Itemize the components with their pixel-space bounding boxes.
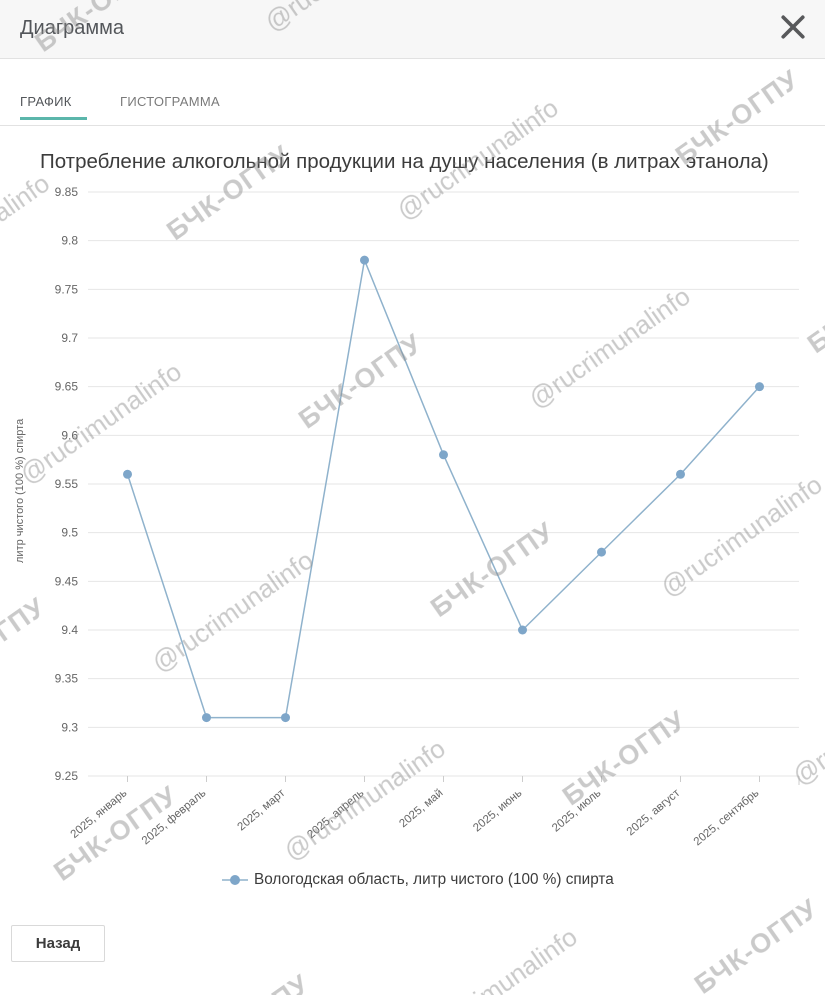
svg-text:9.85: 9.85 xyxy=(55,185,79,199)
svg-text:2025, февраль: 2025, февраль xyxy=(140,787,209,847)
svg-text:2025, январь: 2025, январь xyxy=(69,787,130,841)
svg-text:9.35: 9.35 xyxy=(55,672,79,686)
svg-text:9.65: 9.65 xyxy=(55,380,79,394)
svg-text:2025, май: 2025, май xyxy=(397,787,445,830)
svg-text:9.45: 9.45 xyxy=(55,574,79,588)
svg-text:9.6: 9.6 xyxy=(61,428,78,442)
svg-text:9.7: 9.7 xyxy=(61,331,78,345)
svg-text:9.75: 9.75 xyxy=(55,282,79,296)
svg-text:2025, март: 2025, март xyxy=(236,787,288,834)
svg-text:9.3: 9.3 xyxy=(61,720,78,734)
svg-text:9.55: 9.55 xyxy=(55,477,79,491)
svg-text:2025, июнь: 2025, июнь xyxy=(471,787,524,834)
svg-text:2025, сентябрь: 2025, сентябрь xyxy=(692,787,762,848)
svg-text:9.25: 9.25 xyxy=(55,769,79,783)
svg-text:2025, апрель: 2025, апрель xyxy=(305,787,366,841)
svg-text:9.8: 9.8 xyxy=(61,234,78,248)
svg-text:2025, август: 2025, август xyxy=(625,787,683,839)
svg-text:2025, июль: 2025, июль xyxy=(550,787,603,834)
svg-text:9.5: 9.5 xyxy=(61,526,78,540)
svg-text:9.4: 9.4 xyxy=(61,623,78,637)
